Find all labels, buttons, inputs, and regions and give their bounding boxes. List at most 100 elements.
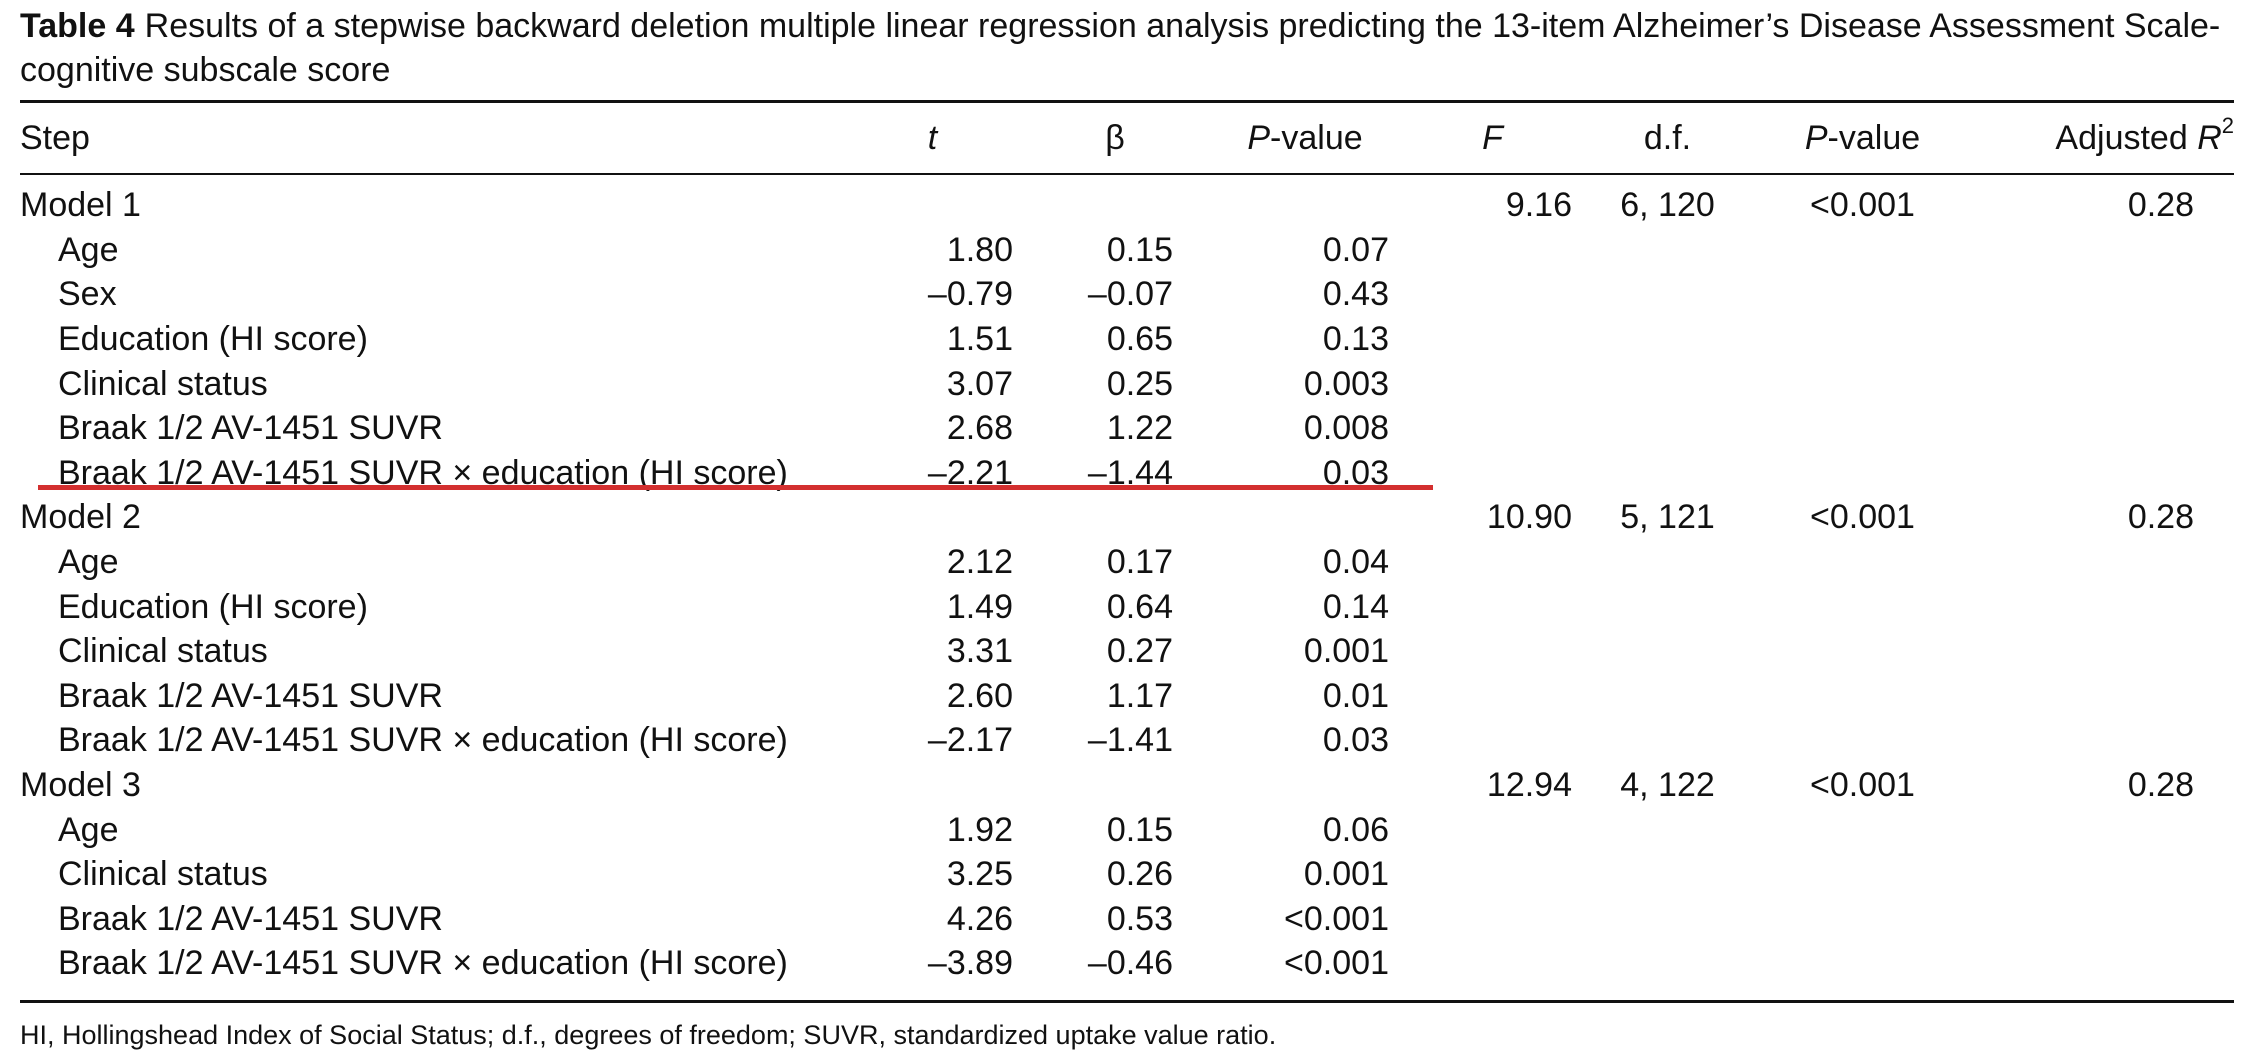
p-value: 0.01 [1322,676,1389,715]
model-name: Model 2 [20,498,141,537]
red-highlight-line [38,485,1433,490]
predictor-name: Age [58,810,119,849]
model-name: Model 3 [20,766,141,805]
header-p-value: P-value [1205,103,1405,173]
table-caption: Table 4 Results of a stepwise backward de… [20,4,2234,92]
header-step: Step [20,119,90,157]
t-value: 1.92 [946,810,1013,849]
header-beta: β [1025,103,1205,173]
table-row: Clinical status 3.31 0.27 0.001 [20,629,2234,674]
beta-value: 1.17 [1106,676,1173,715]
t-value: 4.26 [946,899,1013,938]
model-df: 5, 121 [1620,498,1715,537]
header-t-label: t [927,119,938,157]
model-adjusted-r2: 0.28 [2127,498,2194,537]
model-df: 4, 122 [1620,766,1715,805]
p-value: 0.06 [1322,810,1389,849]
p-value: 0.001 [1303,855,1389,894]
model-row: Model 1 9.16 6, 120 <0.001 0.28 [20,183,2234,228]
t-value: 1.80 [946,230,1013,269]
beta-value: –1.41 [1087,721,1173,760]
model-p-value: <0.001 [1810,766,1915,805]
header-df: d.f. [1643,119,1692,157]
predictor-name: Age [58,543,119,582]
header-r2-var: R [2197,119,2222,157]
model-name: Model 1 [20,186,141,225]
predictor-name: Education (HI score) [58,320,368,359]
beta-value: 1.22 [1106,409,1173,448]
table-figure: Table 4 Results of a stepwise backward de… [20,0,2234,1053]
bottom-rule [20,999,2234,1003]
model-p-value: <0.001 [1810,498,1915,537]
table-body: Model 1 9.16 6, 120 <0.001 0.28 Age 1.80… [20,175,2234,1000]
model-f: 9.16 [1505,186,1572,225]
t-value: 3.25 [946,855,1013,894]
header-t: t [840,103,1025,173]
table-row: Age 1.80 0.15 0.07 [20,228,2234,273]
header-model-p-suffix: -value [1827,119,1921,157]
table-row: Education (HI score) 1.49 0.64 0.14 [20,584,2234,629]
table-number: Table 4 [20,7,135,45]
p-value: <0.001 [1284,899,1389,938]
t-value: 2.68 [946,409,1013,448]
beta-value: 0.26 [1106,855,1173,894]
table-caption-text: Results of a stepwise backward deletion … [20,7,2221,89]
predictor-name: Clinical status [58,632,268,671]
beta-value: 0.17 [1106,543,1173,582]
model-row: Model 2 10.90 5, 121 <0.001 0.28 [20,495,2234,540]
header-beta-label: β [1105,119,1125,157]
table-row: Age 1.92 0.15 0.06 [20,807,2234,852]
t-value: –2.17 [927,721,1013,760]
table-row: Clinical status 3.25 0.26 0.001 [20,852,2234,897]
header-f-label: F [1482,119,1503,157]
predictor-name: Braak 1/2 AV-1451 SUVR [58,899,443,938]
p-value: 0.04 [1322,543,1389,582]
t-value: 2.12 [946,543,1013,582]
table-row: Braak 1/2 AV-1451 SUVR 4.26 0.53 <0.001 [20,897,2234,942]
model-adjusted-r2: 0.28 [2127,766,2194,805]
table-row: Sex –0.79 –0.07 0.43 [20,272,2234,317]
table-row: Education (HI score) 1.51 0.65 0.13 [20,317,2234,362]
beta-value: –0.46 [1087,944,1173,983]
model-p-value: <0.001 [1810,186,1915,225]
header-r2-sup: 2 [2221,113,2234,138]
model-df: 6, 120 [1620,186,1715,225]
predictor-name: Braak 1/2 AV-1451 SUVR [58,676,443,715]
t-value: 3.31 [946,632,1013,671]
top-rule [20,100,2234,103]
p-value: 0.07 [1322,230,1389,269]
p-value: 0.008 [1303,409,1389,448]
t-value: 1.51 [946,320,1013,359]
predictor-name: Education (HI score) [58,587,368,626]
p-value: 0.03 [1322,721,1389,760]
p-value: 0.14 [1322,587,1389,626]
predictor-name: Sex [58,275,117,314]
header-r2-prefix: Adjusted [2055,119,2198,157]
model-f: 12.94 [1486,766,1572,805]
t-value: 2.60 [946,676,1013,715]
beta-value: 0.53 [1106,899,1173,938]
header-p-suffix: -value [1270,119,1363,157]
p-value: 0.003 [1303,364,1389,403]
beta-value: 0.15 [1106,230,1173,269]
header-rule [20,173,2234,175]
predictor-name: Clinical status [58,855,268,894]
p-value: 0.001 [1303,632,1389,671]
beta-value: 0.27 [1106,632,1173,671]
predictor-name: Braak 1/2 AV-1451 SUVR × education (HI s… [58,944,788,983]
beta-value: 0.25 [1106,364,1173,403]
table-header: Step t β P-value F d.f. P-value Adjusted… [20,103,2234,173]
p-value: 0.43 [1322,275,1389,314]
header-adjusted-r2: Adjusted R2 [1970,103,2234,173]
header-model-p-italic: P [1804,119,1828,157]
beta-value: 0.64 [1106,587,1173,626]
beta-value: 0.15 [1106,810,1173,849]
beta-value: –0.07 [1087,275,1173,314]
t-value: 3.07 [946,364,1013,403]
p-value: 0.13 [1322,320,1389,359]
model-f: 10.90 [1486,498,1572,537]
model-row: Model 3 12.94 4, 122 <0.001 0.28 [20,763,2234,808]
header-model-p-value: P-value [1755,103,1970,173]
beta-value: 0.65 [1106,320,1173,359]
t-value: 1.49 [946,587,1013,626]
